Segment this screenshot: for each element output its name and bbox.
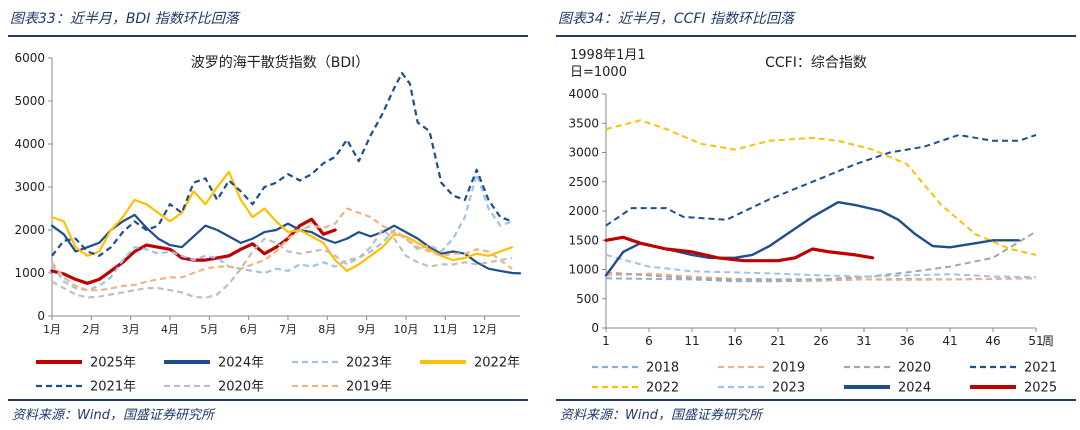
y-tick-label: 2500 (568, 175, 599, 189)
y-tick-label: 2000 (568, 204, 599, 218)
y-tick-label: 5000 (14, 94, 45, 108)
x-tick-label: 36 (899, 334, 914, 348)
y-tick-label: 3000 (14, 180, 45, 194)
chart-note: 日=1000 (570, 65, 627, 80)
source-note: 资料来源：Wind，国盛证券研究所 (12, 408, 214, 423)
legend-label: 2024 (898, 381, 931, 396)
series-line-2020年 (51, 228, 513, 299)
x-tick-label: 1 (602, 334, 610, 348)
title-rule (8, 35, 528, 37)
x-tick-label: 3月 (122, 323, 140, 336)
series-line-2019年 (51, 207, 513, 292)
series-line-2023年 (51, 173, 513, 292)
figure-title: 图表34：近半月，CCFI 指数环比回落 (558, 11, 794, 27)
y-tick-label: 0 (591, 321, 599, 335)
x-tick-label: 10月 (393, 323, 418, 336)
legend-label: 2024年 (218, 356, 264, 371)
y-tick-label: 4000 (14, 137, 45, 151)
x-tick-label: 51 (1028, 334, 1043, 348)
legend-label: 2022年 (474, 356, 520, 371)
legend-label: 2025 (1024, 381, 1057, 396)
x-tick-label: 46 (985, 334, 1000, 348)
title-rule (556, 35, 1076, 37)
chart-title: CCFI：综合指数 (765, 55, 867, 71)
chart-panel-bdi: 图表33：近半月，BDI 指数环比回落 0 1000 2000 3000 4000 500… (0, 0, 532, 430)
x-tick-label: 11 (684, 334, 699, 348)
x-tick-label: 21 (770, 334, 785, 348)
y-tick-label: 500 (576, 292, 599, 306)
legend-label: 2023年 (346, 356, 392, 371)
x-tick-label: 16 (727, 334, 742, 348)
y-tick-label: 6000 (14, 51, 45, 65)
source-rule (8, 399, 528, 401)
chart-panel-ccfi: 图表34：近半月，CCFI 指数环比回落 0 500 1000 1500 2000 250… (548, 0, 1080, 430)
x-tick-label: 31 (856, 334, 871, 348)
y-tick-label: 1000 (14, 266, 45, 280)
legend-label: 2021 (1024, 361, 1057, 376)
y-tick-label: 3500 (568, 116, 599, 130)
legend-label: 2018 (646, 361, 679, 376)
y-tick-label: 3000 (568, 146, 599, 160)
y-tick-label: 0 (37, 309, 45, 323)
legend-label: 2022 (646, 381, 679, 396)
series-line-2025 (604, 235, 875, 263)
x-tick-label: 8月 (318, 323, 336, 336)
x-tick-label: 4月 (161, 323, 179, 336)
x-tick-label: 2月 (82, 323, 100, 336)
y-tick-label: 1500 (568, 233, 599, 247)
chart-title: 波罗的海干散货指数（BDI） (191, 54, 370, 71)
x-tick-label: 12月 (472, 323, 497, 336)
legend-label: 2020 (898, 361, 931, 376)
x-tick-label: 11月 (433, 323, 458, 336)
x-tick-label: 9月 (358, 323, 376, 336)
legend-label: 2019 (772, 361, 805, 376)
y-tick-label: 1000 (568, 263, 599, 277)
legend-label: 2025年 (90, 356, 136, 371)
series-line-2024年 (50, 213, 522, 275)
legend-label: 2020年 (218, 380, 264, 395)
chart-note: 1998年1月1 (570, 48, 646, 63)
legend-label: 2021年 (90, 380, 136, 395)
y-tick-label: 4000 (568, 87, 599, 101)
legend-label: 2019年 (346, 380, 392, 395)
x-tick-label: 26 (813, 334, 828, 348)
x-tick-label: 41 (942, 334, 957, 348)
legend-label: 2023 (772, 381, 805, 396)
x-axis-label: 周 (1042, 334, 1054, 348)
bdi-line-chart: 0 1000 2000 3000 4000 5000 6000 1月 2月 3月 4月 5月 6月 7月 8… (14, 51, 522, 395)
series-line-2020 (605, 230, 1037, 281)
series-line-2023 (605, 253, 1037, 279)
source-note: 资料来源：Wind，国盛证券研究所 (560, 408, 762, 423)
x-tick-label: 6月 (240, 323, 258, 336)
x-tick-label: 1月 (43, 323, 61, 336)
series-line-2021 (605, 134, 1037, 227)
source-rule (556, 399, 1076, 401)
x-tick-label: 5月 (200, 323, 218, 336)
figure-title: 图表33：近半月，BDI 指数环比回落 (10, 11, 239, 27)
series-line-2021年 (51, 72, 513, 257)
x-tick-label: 7月 (279, 323, 297, 336)
series-line-2022 (605, 119, 1037, 256)
y-tick-label: 2000 (14, 223, 45, 237)
x-tick-label: 6 (645, 334, 653, 348)
